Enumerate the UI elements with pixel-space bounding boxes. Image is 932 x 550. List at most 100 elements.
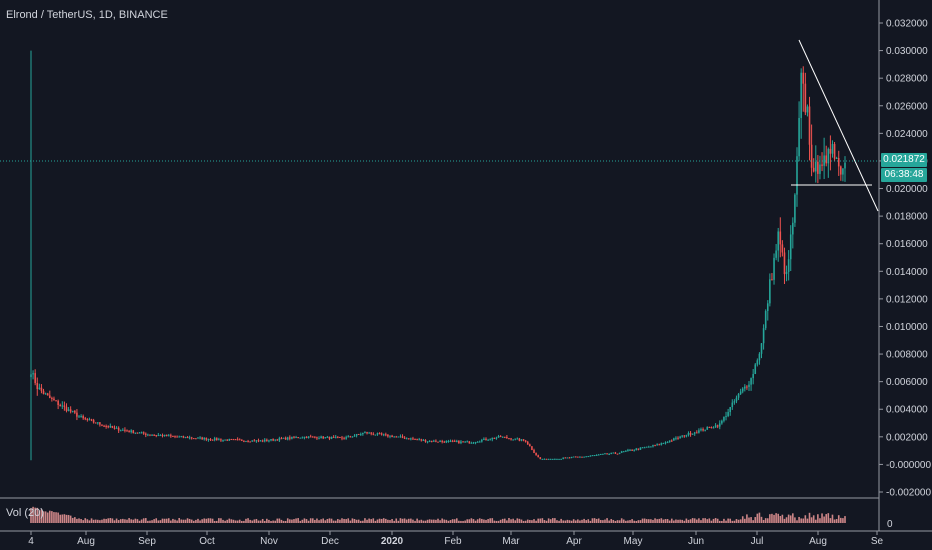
candle [608,453,610,456]
candle [207,438,210,442]
volume-bar [142,518,145,523]
volume-bar [136,519,139,523]
price-tick-label: 0.014000 [886,267,928,278]
candle [213,436,216,442]
candle-body [741,388,744,392]
time-axis[interactable]: 4 Aug Sep Oct Nov Dec 2020 Feb Mar Apr May Jun Jul Au… [28,531,884,547]
candle-body [844,162,846,169]
candle-body [766,303,769,311]
volume-bar [712,518,715,523]
candle-body [253,440,256,442]
candle [184,436,187,439]
volume-bar [397,520,400,523]
trendline-drawings[interactable] [791,39,879,212]
candle-body [272,439,274,441]
volume-bar [322,518,325,523]
candle [422,438,425,441]
candle-body [230,438,233,440]
candle-body [397,436,400,438]
candle-body [332,436,335,438]
volume-bar [589,520,592,523]
volume-bar [593,518,596,523]
volume-bar [324,520,327,523]
candle-body [174,436,176,438]
candle [78,414,80,418]
volume-bar [215,520,218,523]
volume-bar [539,518,542,523]
candle-body [286,437,289,440]
descending-trendline[interactable] [798,39,879,212]
candle [57,399,59,410]
volume-bar [213,520,216,523]
volume-bar [82,520,84,523]
candle [351,436,354,438]
volume-bar [493,520,496,523]
candle-body [662,443,665,445]
volume-bar [362,520,364,523]
candle [199,436,201,440]
candle-body [499,436,502,438]
candle [272,438,274,442]
time-tick-label: Mar [502,536,520,547]
volume-bar [385,518,387,523]
volume-bar [247,518,249,523]
volume-bar [67,514,70,523]
candle-body [445,440,448,443]
volume-bar [819,518,821,523]
candle-body [835,158,838,160]
candle [589,455,592,457]
candle-body [451,440,454,442]
volume-bar [387,519,389,523]
volume-label: Vol (20) [6,507,44,519]
candle [497,434,500,438]
candle-body [270,439,272,441]
candle [364,431,366,434]
volume-bar [128,518,130,523]
candle [804,72,807,116]
volume-bar [577,519,579,523]
volume-bar [514,520,517,523]
candle-body [731,402,734,408]
candle-body [314,436,316,438]
candle-body [716,425,719,427]
volume-bar [105,518,107,523]
candle-body [524,440,527,442]
candle-body [654,445,656,447]
volume-bar [560,518,562,523]
candle-body [712,427,715,429]
volume-bar [443,519,446,523]
candle-body [96,422,99,424]
candle [280,436,283,440]
volume-bar [274,520,276,523]
candle-body [583,456,585,458]
candle [723,416,725,423]
volume-bar [670,518,673,523]
candle-body [393,436,395,438]
price-tick-label: 0.010000 [886,322,928,333]
volume-bar [612,519,615,523]
candle [716,424,719,429]
volume-bar [654,518,656,523]
volume-bar [53,512,55,523]
candle [712,426,715,429]
price-tick-label: 0.028000 [886,74,928,85]
time-tick-label: Sep [138,536,156,547]
volume-bar [42,511,45,523]
candle [819,155,821,180]
candle-body [664,442,667,444]
volume-bar [608,520,610,523]
volume-bar [301,519,304,523]
candle [516,437,519,440]
candle-body [812,167,815,172]
volume-bar [174,519,176,523]
volume-bar [339,519,341,523]
volume-bar [395,518,398,523]
candle [727,408,729,418]
volume-bar [234,520,237,523]
candle-body [257,440,260,442]
volume-bar [84,518,87,523]
volume-bar [126,519,128,523]
candle-body [132,430,135,434]
volume-bar [708,518,711,523]
